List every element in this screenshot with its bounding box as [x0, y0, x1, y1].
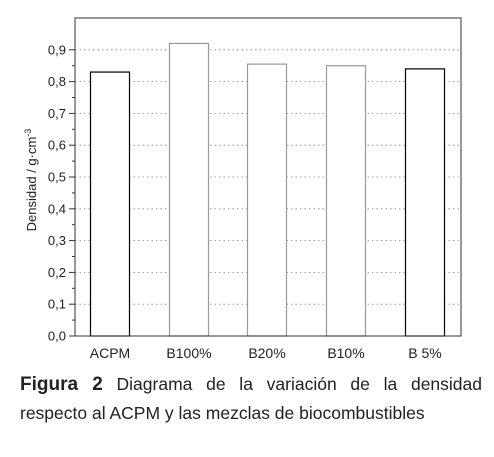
- y-axis-label-superscript: -3: [23, 129, 33, 137]
- y-tick-label: 0,4: [48, 201, 66, 216]
- x-tick-label: B 5%: [408, 345, 441, 361]
- y-tick-label: 0,7: [48, 106, 66, 121]
- y-tick-label: 0,1: [48, 297, 66, 312]
- bar-b10: [325, 65, 367, 337]
- density-bar-chart: 0,0 0,1 0,2 0,3 0,4 0,5 0,6 0,7 0,8 0,9 ACPM B100%…: [23, 17, 462, 361]
- figure-caption: Figura 2 Diagrama de la variación de la …: [20, 370, 482, 427]
- figure-label: Figura 2: [20, 374, 103, 395]
- y-tick-label: 0,8: [48, 74, 66, 89]
- gridlines: [75, 49, 461, 305]
- y-tick-label: 0,5: [48, 170, 66, 185]
- x-tick-label: B20%: [248, 345, 285, 361]
- y-tick-label: 0,6: [48, 138, 66, 153]
- y-axis-label: Densidad / g·cm-3: [23, 129, 39, 232]
- y-tick-label: 0,2: [48, 265, 66, 280]
- bar-acpm: [89, 71, 131, 337]
- y-axis: 0,0 0,1 0,2 0,3 0,4 0,5 0,6 0,7 0,8 0,9: [48, 42, 75, 344]
- y-tick-label: 0,3: [48, 233, 66, 248]
- bar-b20: [246, 63, 288, 337]
- bar-b100: [168, 42, 210, 337]
- bar-b5: [404, 68, 446, 337]
- x-tick-label: B10%: [327, 345, 364, 361]
- y-tick-label: 0,9: [48, 42, 66, 57]
- x-tick-label: ACPM: [90, 345, 130, 361]
- y-tick-label: 0,0: [48, 329, 66, 344]
- x-axis: ACPM B100% B20% B10% B 5%: [90, 345, 442, 361]
- figure-caption-text: Diagrama de la variación de la densidad …: [20, 374, 482, 423]
- x-tick-label: B100%: [166, 345, 211, 361]
- bars: [89, 42, 446, 337]
